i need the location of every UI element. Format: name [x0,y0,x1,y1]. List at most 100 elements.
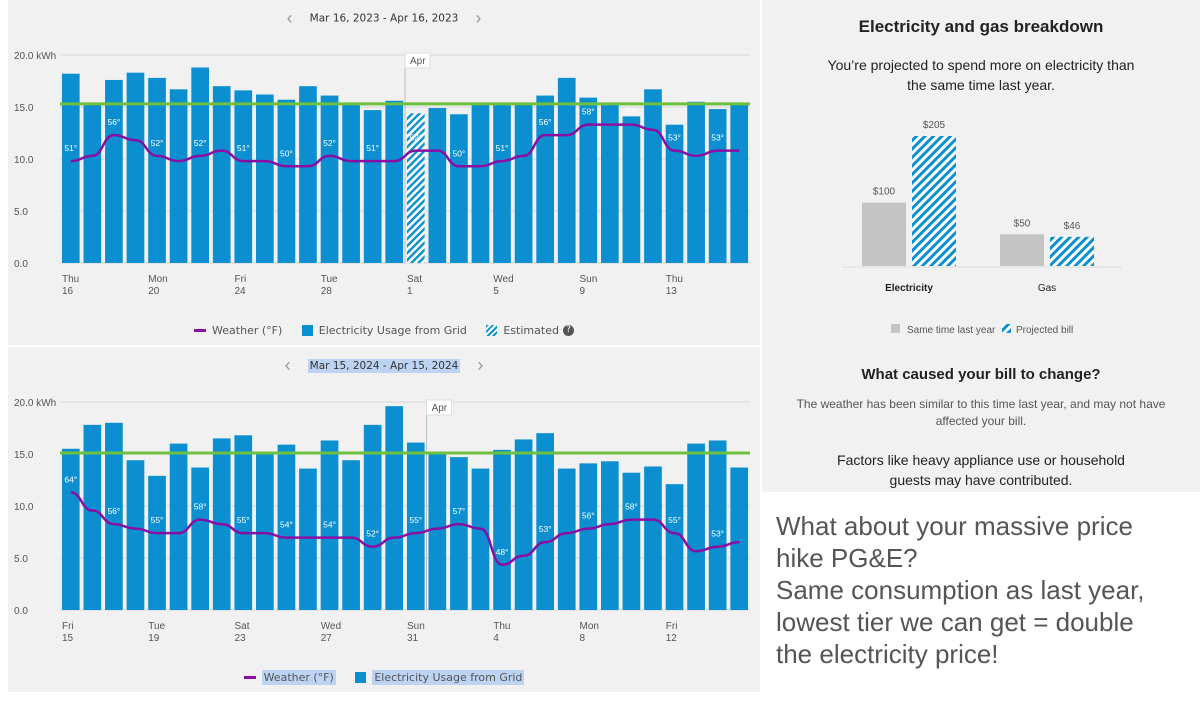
weather-label: 51° [366,143,379,153]
x-tick-day: Sat [407,274,422,285]
x-tick-day: Wed [493,274,513,285]
weather-label: 58° [194,502,207,512]
last-year-bar [1000,234,1044,266]
usage-bar [148,77,166,263]
breakdown-subtitle: You’re projected to spend more on electr… [827,57,1135,93]
x-tick-day: Tue [148,621,165,632]
weather-label: 55° [668,515,681,525]
usage-bar [320,95,339,263]
usage-bar [191,467,209,610]
x-tick-date: 4 [493,633,499,644]
weather-label: 50° [280,148,293,158]
comment-line: What about your massive price [776,511,1133,541]
usage-bar [234,90,253,263]
usage-bar [299,86,317,263]
y-tick-label: 0.0 [14,259,28,270]
comment-line: lowest tier we can get = double [776,607,1134,637]
usage-bar [622,472,641,610]
usage-bar [557,468,576,610]
chevron-left-icon[interactable]: ‹ [284,355,291,375]
weather-label: 55° [237,515,250,525]
usage-bar [601,103,619,263]
bar-value-label: $46 [1064,221,1081,232]
x-tick-day: Thu [666,274,683,285]
usage-swatch [355,672,367,683]
x-tick-day: Mon [148,274,167,285]
usage-bar [342,460,360,610]
y-tick-label: 15.0 [14,103,34,114]
chevron-left-icon[interactable]: ‹ [286,8,293,28]
weather-line [70,123,740,168]
usage-bar [536,433,554,610]
x-tick-date: 19 [148,633,160,644]
legend-usage[interactable]: Electricity Usage from Grid [301,324,467,337]
x-tick-day: Mon [580,621,599,632]
weather-label: 56° [582,511,595,521]
x-tick-date: 12 [666,633,678,644]
usage-bar [730,467,749,610]
y-tick-label: 5.0 [14,554,28,565]
bill-breakdown-panel: Electricity and gas breakdown You’re pro… [762,0,1200,492]
usage-bar [61,73,80,263]
weather-label: 50° [452,148,465,158]
weather-label: 55° [409,515,422,525]
weather-label: 53° [711,133,724,143]
legend-weather[interactable]: Weather (°F) [243,669,336,685]
usage-bar [277,444,296,610]
month-marker-box [404,52,431,69]
chevron-right-icon[interactable]: › [475,8,482,28]
usage-bar [191,67,209,263]
legend-estimated[interactable]: Estimated? [486,324,574,337]
category-label: Electricity [885,283,933,294]
x-tick-date: 31 [407,633,419,644]
month-marker-label: Apr [410,56,426,67]
legend-last-year-swatch [891,324,900,333]
user-comment: What about your massive price hike PG&E?… [776,510,1191,670]
usage-bar [126,72,145,264]
usage-bar [169,89,188,263]
bar-value-label: $50 [1014,218,1031,229]
weather-label: 55° [151,515,164,525]
usage-panel-2023: ‹ Mar 16, 2023 - Apr 16, 2023 › 0.0 5.0 10… [8,0,760,345]
usage-bar [428,108,447,263]
weather-label: 58° [582,107,595,117]
x-tick-date: 23 [235,633,247,644]
weather-explanation: The weather has been similar to this tim… [796,397,1166,428]
weather-swatch [194,329,207,332]
last-year-bar [862,202,906,266]
x-tick-date: 27 [321,633,333,644]
projected-bar [1050,236,1094,266]
comment-line: hike PG&E? [776,543,918,573]
weather-label: 52° [194,138,207,148]
x-tick-day: Sun [580,274,598,285]
usage-bar [61,448,80,610]
legend-weather[interactable]: Weather (°F) [194,324,282,337]
usage-bar [256,94,274,264]
y-tick-label: 10.0 [14,502,34,513]
weather-label: 53° [668,133,681,143]
y-tick-label: 5.0 [14,207,28,218]
usage-bar [320,440,339,610]
usage-bar [622,116,641,263]
weather-swatch [243,676,256,679]
bar-value-label: $205 [923,120,946,131]
weather-label: 54° [280,520,293,530]
weather-label: 52° [151,138,164,148]
x-tick-day: Tue [321,274,338,285]
chevron-right-icon[interactable]: › [477,355,484,375]
x-tick-day: Fri [666,621,678,632]
usage-bar [169,443,188,610]
usage-bar [493,449,511,610]
question-circle-icon[interactable]: ? [562,325,574,336]
x-tick-date: 28 [321,286,333,297]
y-tick-label: 20.0 kWh [14,51,56,62]
weather-label: 57° [452,506,465,516]
breakdown-chart: $100 $205 Electricity $50 $46 Gas Same time la… [842,120,1122,336]
usage-bar [708,109,727,263]
x-tick-day: Thu [62,274,79,285]
weather-label: 51° [237,143,250,153]
usage-bar [342,104,360,263]
legend-usage[interactable]: Electricity Usage from Grid [355,669,525,685]
legend-projected-label: Projected bill [1016,325,1073,336]
weather-label: 56° [539,117,552,127]
